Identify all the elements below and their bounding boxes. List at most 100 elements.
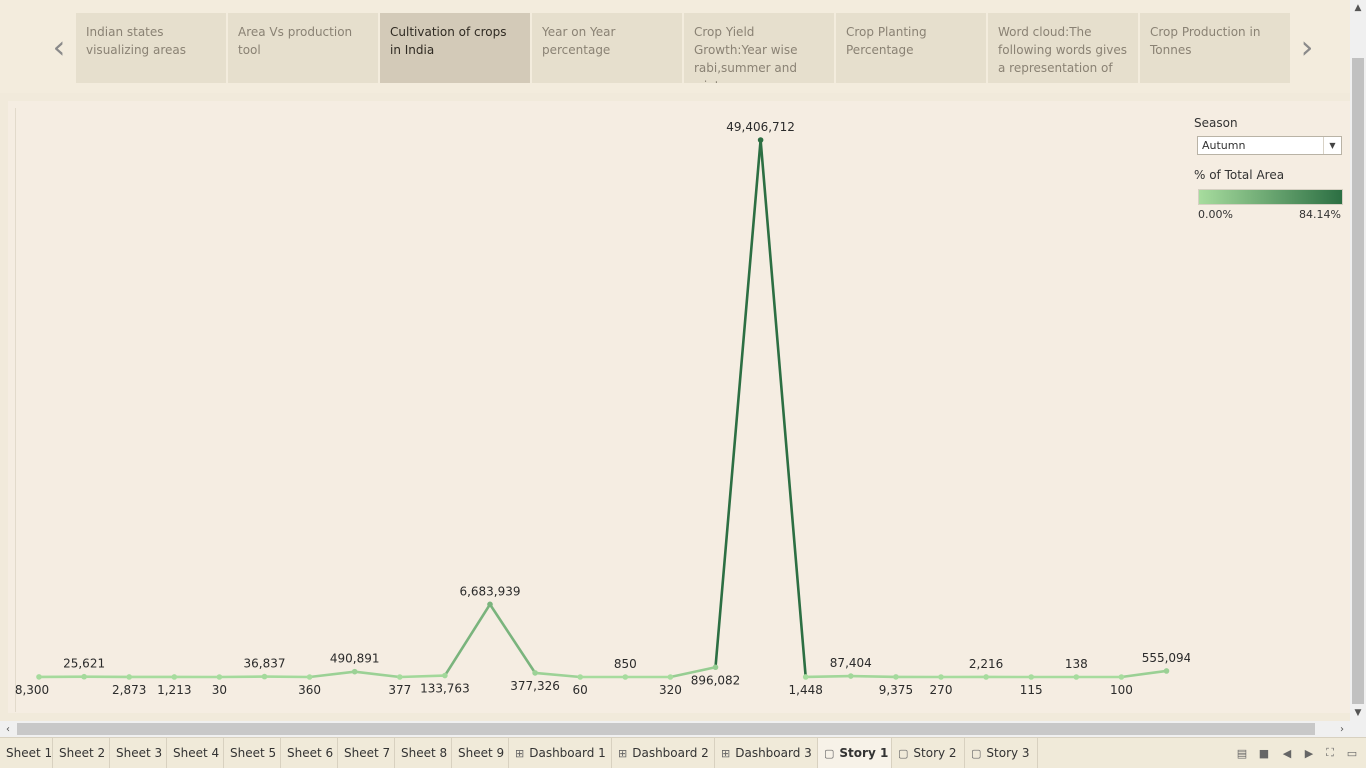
sheet-tab-15[interactable]: ▢ Story 3: [965, 738, 1038, 768]
sheet-tab-label: Story 1: [839, 746, 889, 760]
story-point-3[interactable]: Cultivation of crops in India: [380, 13, 530, 83]
chevron-right-icon[interactable]: ›: [1300, 28, 1314, 66]
data-point[interactable]: [802, 674, 809, 680]
scroll-up-icon[interactable]: ▲: [1354, 3, 1362, 13]
data-point[interactable]: [397, 674, 403, 680]
next-sheet-icon[interactable]: ▶: [1304, 746, 1314, 760]
data-label: 138: [1065, 657, 1088, 671]
sheet-tab-11[interactable]: ⊞ Dashboard 2: [612, 738, 715, 768]
sheet-tab-4[interactable]: Sheet 4: [167, 738, 224, 768]
line-segment: [398, 674, 447, 679]
dashboard-icon: ⊞: [721, 746, 731, 760]
sheet-tab-9[interactable]: Sheet 9: [452, 738, 509, 768]
sheet-tab-7[interactable]: Sheet 7: [338, 738, 395, 768]
sheet-tab-2[interactable]: Sheet 2: [53, 738, 110, 768]
line-segment: [669, 665, 717, 679]
data-label: 490,891: [330, 652, 380, 666]
data-point[interactable]: [757, 137, 764, 143]
vertical-scroll-thumb[interactable]: [1352, 58, 1364, 704]
story-point-4[interactable]: Year on Year percentage: [532, 13, 682, 83]
data-label: 36,837: [244, 657, 286, 671]
sheet-tab-6[interactable]: Sheet 6: [281, 738, 338, 768]
sheet-tab-5[interactable]: Sheet 5: [224, 738, 281, 768]
chevron-down-icon[interactable]: ▼: [1323, 137, 1341, 154]
data-point[interactable]: [577, 674, 583, 680]
fullscreen-icon[interactable]: ⛶: [1326, 746, 1334, 759]
sheet-tab-10[interactable]: ⊞ Dashboard 1: [509, 738, 612, 768]
chevron-left-icon[interactable]: ‹: [52, 28, 66, 66]
line-segment: [759, 138, 808, 679]
sheet-tab-label: Sheet 4: [173, 746, 220, 760]
line-segment: [714, 138, 762, 669]
data-point[interactable]: [1163, 668, 1170, 674]
sheet-tab-14[interactable]: ▢ Story 2: [892, 738, 965, 768]
data-point[interactable]: [306, 674, 313, 680]
data-label: 377,326: [510, 679, 560, 693]
data-point[interactable]: [351, 668, 358, 675]
data-point[interactable]: [712, 664, 719, 671]
data-point[interactable]: [171, 674, 178, 680]
sheet-tab-13[interactable]: ▢ Story 1: [818, 738, 892, 768]
data-point[interactable]: [1118, 674, 1125, 680]
sheet-tab-3[interactable]: Sheet 3: [110, 738, 167, 768]
data-point[interactable]: [667, 674, 674, 680]
story-navigator: ‹ Indian states visualizing areas Area Vs…: [0, 0, 1350, 93]
data-point[interactable]: [893, 674, 899, 680]
data-point[interactable]: [261, 673, 268, 680]
data-point[interactable]: [622, 674, 629, 680]
line-segment: [804, 674, 853, 679]
prev-sheet-icon[interactable]: ◀: [1282, 746, 1292, 760]
filmstrip-view-icon[interactable]: ■: [1258, 746, 1270, 760]
story-point-1[interactable]: Indian states visualizing areas: [76, 13, 226, 83]
scroll-right-icon[interactable]: ›: [1340, 723, 1344, 735]
sheet-tab-12[interactable]: ⊞ Dashboard 3: [715, 738, 818, 768]
data-point[interactable]: [532, 670, 538, 676]
data-point[interactable]: [1028, 674, 1034, 680]
data-label: 377: [388, 683, 411, 697]
sheet-tab-label: Sheet 9: [458, 746, 505, 760]
sheet-tab-label: Story 3: [986, 746, 1030, 760]
data-point[interactable]: [36, 674, 42, 680]
story-point-2[interactable]: Area Vs production tool: [228, 13, 378, 83]
story-point-8[interactable]: Crop Production in Tonnes: [1140, 13, 1290, 83]
presentation-icon[interactable]: ▭: [1346, 746, 1358, 760]
data-label: 320: [659, 683, 682, 697]
sheet-tab-1[interactable]: Sheet 1: [0, 738, 53, 768]
line-segment: [1120, 669, 1168, 679]
story-point-7[interactable]: Word cloud:The following words gives a r…: [988, 13, 1138, 83]
sheet-tab-label: Story 2: [913, 746, 957, 760]
season-dropdown[interactable]: Autumn ▼: [1197, 136, 1342, 155]
data-label: 270: [930, 683, 953, 697]
data-point[interactable]: [848, 673, 854, 679]
horizontal-scroll-thumb[interactable]: [17, 723, 1315, 735]
data-point[interactable]: [983, 674, 989, 680]
data-label: 1,213: [157, 683, 191, 697]
sheet-tab-label: Sheet 3: [116, 746, 163, 760]
color-legend-title: % of Total Area: [1194, 168, 1285, 182]
story-point-6[interactable]: Crop Planting Percentage: [836, 13, 986, 83]
sheet-tab-label: Dashboard 2: [632, 746, 709, 760]
scroll-down-icon[interactable]: ▼: [1354, 708, 1362, 718]
sheet-tab-label: Sheet 1: [6, 746, 53, 760]
data-label: 2,873: [112, 683, 146, 697]
grid-view-icon[interactable]: ▤: [1236, 746, 1248, 760]
data-point[interactable]: [81, 673, 87, 680]
data-point[interactable]: [126, 674, 132, 680]
dashboard-icon: ⊞: [515, 746, 525, 760]
color-ramp: [1198, 189, 1343, 205]
sheet-tab-8[interactable]: Sheet 8: [395, 738, 452, 768]
data-point[interactable]: [216, 674, 223, 680]
data-point[interactable]: [442, 672, 448, 679]
data-point[interactable]: [938, 674, 944, 680]
scroll-left-icon[interactable]: ‹: [6, 723, 10, 735]
sheet-tab-label: Dashboard 3: [735, 746, 812, 760]
horizontal-scrollbar[interactable]: ‹ ›: [0, 721, 1350, 737]
sheet-tab-bar: Sheet 1 Sheet 2 Sheet 3 Sheet 4 Sheet 5 Sheet…: [0, 737, 1366, 768]
story-icon: ▢: [898, 746, 909, 760]
data-point[interactable]: [1073, 674, 1080, 680]
sheet-tab-label: Sheet 7: [344, 746, 391, 760]
vertical-scrollbar[interactable]: ▲ ▼: [1350, 0, 1366, 721]
story-point-5[interactable]: Crop Yield Growth:Year wise rabi,summer …: [684, 13, 834, 83]
sheet-tab-label: Sheet 5: [230, 746, 277, 760]
data-point[interactable]: [487, 601, 493, 608]
